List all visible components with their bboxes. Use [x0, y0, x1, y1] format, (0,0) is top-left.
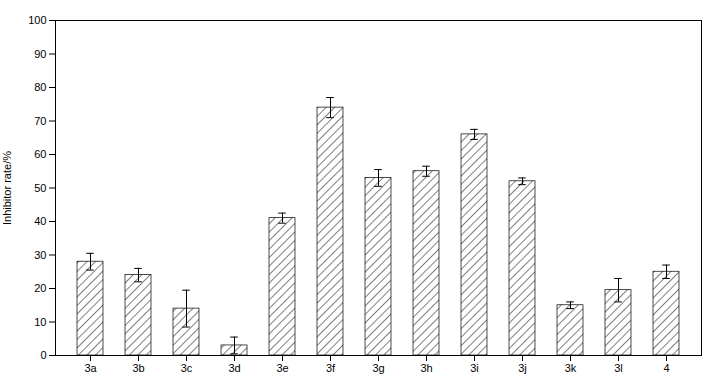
svg-text:3j: 3j — [518, 362, 527, 374]
svg-text:60: 60 — [34, 148, 46, 160]
svg-text:3k: 3k — [565, 362, 577, 374]
svg-text:100: 100 — [28, 14, 46, 26]
svg-text:3l: 3l — [614, 362, 623, 374]
svg-text:50: 50 — [34, 182, 46, 194]
svg-text:3c: 3c — [181, 362, 193, 374]
svg-text:3a: 3a — [84, 362, 97, 374]
svg-text:3e: 3e — [276, 362, 288, 374]
svg-text:3g: 3g — [372, 362, 384, 374]
svg-text:40: 40 — [34, 215, 46, 227]
svg-text:3i: 3i — [470, 362, 479, 374]
svg-text:90: 90 — [34, 48, 46, 60]
svg-text:30: 30 — [34, 249, 46, 261]
svg-text:3h: 3h — [420, 362, 432, 374]
svg-text:Inhibitor rate/%: Inhibitor rate/% — [1, 151, 13, 225]
svg-text:3d: 3d — [228, 362, 240, 374]
svg-text:20: 20 — [34, 282, 46, 294]
svg-text:3f: 3f — [326, 362, 336, 374]
svg-text:3b: 3b — [132, 362, 144, 374]
svg-text:80: 80 — [34, 81, 46, 93]
svg-text:70: 70 — [34, 115, 46, 127]
svg-text:4: 4 — [663, 362, 669, 374]
svg-text:10: 10 — [34, 316, 46, 328]
svg-text:0: 0 — [40, 349, 46, 361]
